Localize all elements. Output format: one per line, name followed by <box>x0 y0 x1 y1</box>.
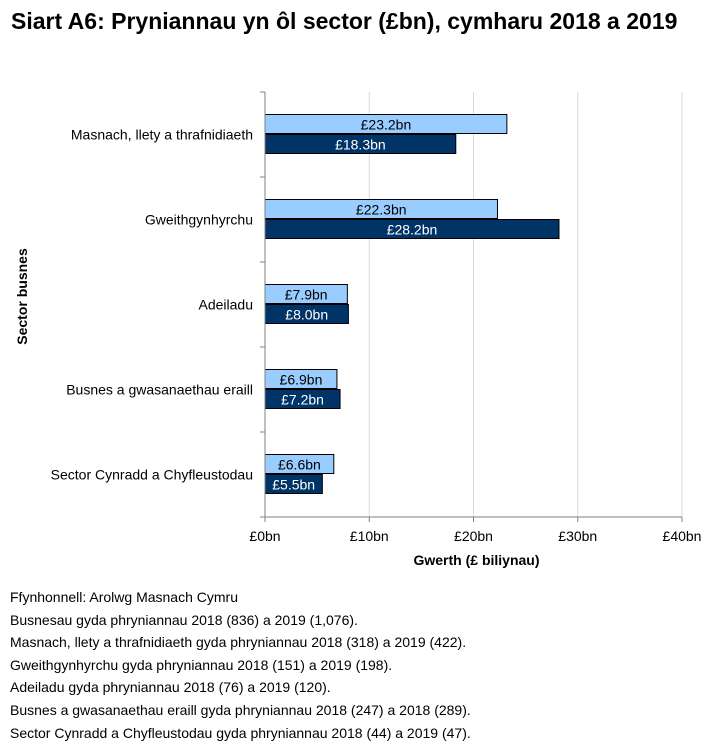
data-label-2018-2: £7.9bn <box>285 287 328 303</box>
data-label-2018-1: £22.3bn <box>356 202 407 218</box>
category-label-3: Busnes a gwasanaethau eraill <box>66 382 253 398</box>
category-label-4: Sector Cynradd a Chyfleustodau <box>51 467 253 483</box>
footnote-total: Busnesau gyda phryniannau 2018 (836) a 2… <box>10 611 358 628</box>
x-tick-label-20: £20bn <box>454 528 493 544</box>
footnote-gweithgynhyrchu: Gweithgynhyrchu gyda phryniannau 2018 (1… <box>10 656 393 673</box>
data-label-2018-3: £6.9bn <box>280 372 323 388</box>
data-label-2018-4: £6.6bn <box>278 457 321 473</box>
data-label-2019-1: £28.2bn <box>387 222 438 238</box>
data-label-2018-0: £23.2bn <box>361 117 412 133</box>
chart-title: Siart A6: Pryniannau yn ôl sector (£bn),… <box>11 8 678 34</box>
footnote-source: Ffynhonnell: Arolwg Masnach Cymru <box>10 589 238 605</box>
x-axis-title: Gwerth (£ biliynau) <box>413 552 539 568</box>
category-label-2: Adeiladu <box>199 297 254 313</box>
data-label-2019-2: £8.0bn <box>285 307 328 323</box>
footnote-masnach: Masnach, llety a thrafnidiaeth gyda phry… <box>10 634 467 651</box>
footnotes: Ffynhonnell: Arolwg Masnach Cymru Busnes… <box>10 586 471 744</box>
bar-chart: £23.2bn £18.3bn Masnach, llety a thrafnidi… <box>14 91 702 568</box>
data-label-2019-4: £5.5bn <box>272 477 315 493</box>
category-label-1: Gweithgynhyrchu <box>145 212 253 228</box>
x-tick-label-40: £40bn <box>663 528 702 544</box>
x-tick-label-30: £30bn <box>558 528 597 544</box>
y-axis-title: Sector busnes <box>14 248 30 345</box>
footnote-adeiladu: Adeiladu gyda phryniannau 2018 (76) a 20… <box>10 679 331 696</box>
footnote-busnes: Busnes a gwasanaethau eraill gyda phryni… <box>10 701 471 718</box>
footnote-cynradd: Sector Cynradd a Chyfleustodau gyda phry… <box>10 724 471 741</box>
category-label-0: Masnach, llety a thrafnidiaeth <box>71 127 253 143</box>
data-label-2019-3: £7.2bn <box>281 392 324 408</box>
x-tick-label-10: £10bn <box>350 528 389 544</box>
data-label-2019-0: £18.3bn <box>335 137 386 153</box>
x-tick-label-0: £0bn <box>249 528 280 544</box>
